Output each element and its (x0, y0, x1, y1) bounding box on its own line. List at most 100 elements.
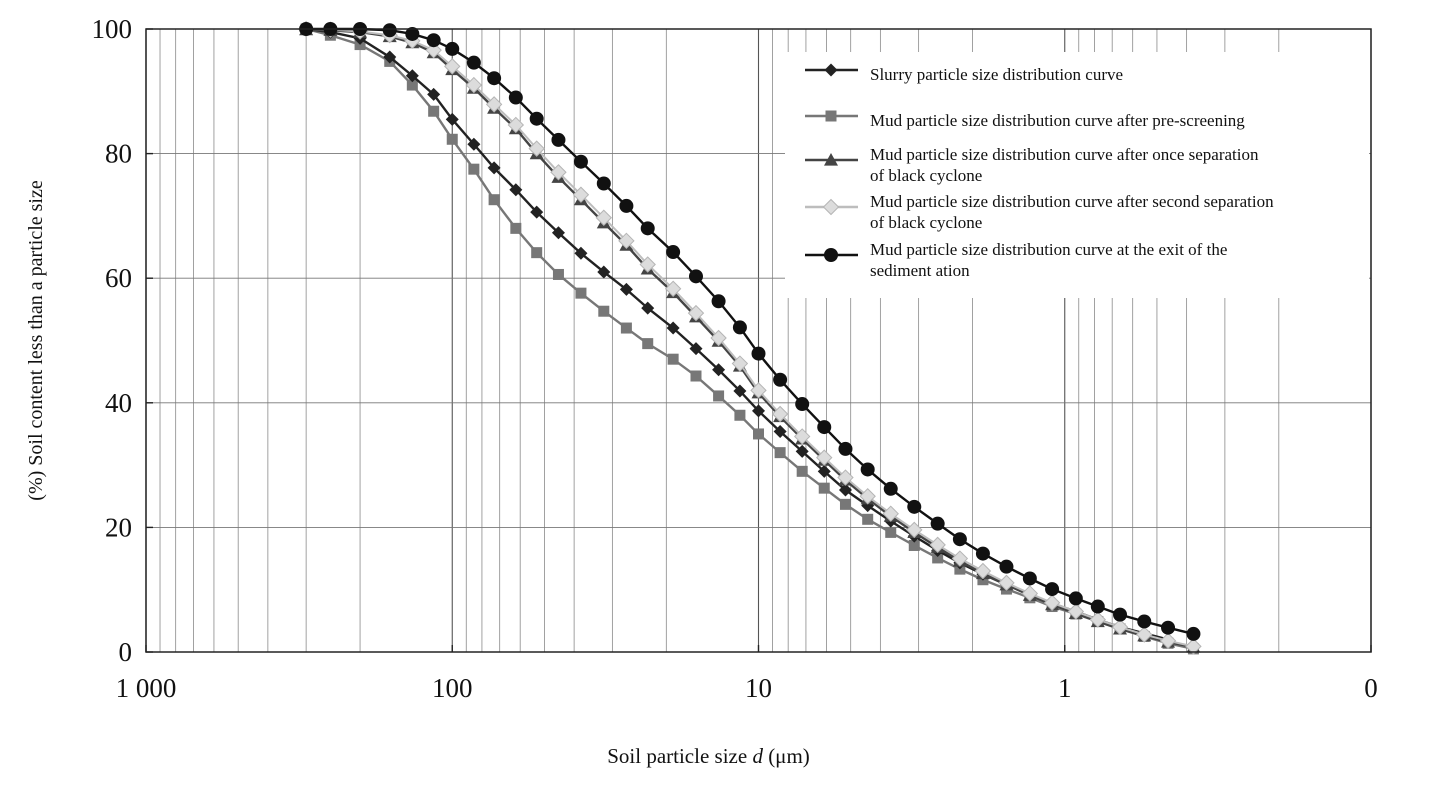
data-point (550, 164, 567, 181)
series-5 (299, 22, 1201, 641)
data-point (796, 465, 808, 477)
data-point (818, 482, 830, 494)
data-point (383, 50, 397, 64)
data-point (1186, 626, 1201, 641)
data-point (618, 232, 635, 250)
data-point (816, 449, 833, 466)
data-point (795, 444, 809, 458)
data-point (731, 355, 749, 372)
legend-label: Mud particle size distribution curve at … (870, 240, 1227, 280)
data-point (640, 221, 655, 236)
data-point (793, 428, 811, 445)
data-point (732, 320, 747, 335)
data-point (687, 304, 705, 322)
x-axis-label-suffix: (μm) (763, 744, 810, 768)
data-point (1067, 603, 1085, 620)
data-point (426, 33, 441, 48)
data-point (427, 87, 441, 101)
data-point (595, 209, 613, 226)
data-point (529, 111, 544, 126)
data-point (975, 546, 990, 561)
data-point (750, 382, 767, 399)
data-point (929, 536, 946, 554)
data-point (487, 71, 502, 86)
data-point (552, 268, 564, 280)
y-tick-label: 0 (119, 637, 133, 667)
data-point (488, 194, 500, 206)
legend-item-2: Mud particle size distribution curve aft… (805, 110, 1245, 130)
data-point (467, 137, 481, 151)
legend-label: Mud particle size distribution curve aft… (870, 111, 1245, 130)
data-point (575, 287, 587, 299)
data-point (1021, 585, 1039, 602)
data-point (883, 481, 898, 496)
data-point (1113, 607, 1128, 622)
data-point (795, 397, 810, 412)
data-point (771, 405, 789, 423)
data-point (773, 424, 787, 438)
data-point (509, 183, 523, 197)
data-point (551, 132, 566, 147)
data-point (932, 552, 944, 564)
data-point (1161, 620, 1176, 635)
x-tick-label: 1 (1058, 673, 1072, 703)
data-point (597, 265, 611, 279)
data-point (710, 329, 727, 347)
data-point (838, 483, 852, 497)
x-tick-label: 0 (1364, 673, 1378, 703)
legend-marker (824, 153, 838, 166)
legend: Slurry particle size distribution curve M… (785, 52, 1369, 298)
data-point (860, 462, 875, 477)
data-point (906, 521, 923, 539)
data-point (882, 505, 899, 522)
data-point (507, 116, 525, 134)
data-point (1068, 591, 1083, 606)
data-point (859, 488, 876, 505)
data-point (713, 390, 725, 402)
series-line (306, 27, 1194, 636)
legend-label: Slurry particle size distribution curve (870, 65, 1123, 84)
data-point (598, 305, 610, 317)
legend-marker (825, 110, 837, 122)
data-point (530, 205, 544, 219)
data-point (639, 256, 656, 273)
data-point (952, 532, 967, 547)
x-tick-label: 1 000 (116, 673, 177, 703)
data-point (485, 96, 503, 113)
data-point (466, 55, 481, 70)
data-point (1090, 599, 1105, 614)
legend-marker (824, 248, 838, 262)
series-4 (297, 20, 1202, 655)
data-point (641, 301, 655, 315)
data-point (574, 246, 588, 260)
data-point (711, 294, 726, 309)
data-point (425, 41, 442, 59)
data-point (572, 186, 590, 203)
data-point (1136, 626, 1153, 643)
legend-item-1: Slurry particle size distribution curve (805, 63, 1123, 84)
data-point (998, 574, 1015, 592)
data-point (752, 404, 765, 418)
data-point (838, 441, 853, 456)
data-point (1185, 638, 1202, 655)
data-point (734, 409, 746, 421)
data-point (1022, 571, 1037, 586)
data-point (817, 464, 831, 478)
y-tick-label: 60 (105, 263, 132, 293)
data-point (446, 133, 458, 145)
y-tick-label: 100 (92, 14, 133, 44)
data-point (667, 353, 679, 365)
data-point (1089, 611, 1107, 628)
data-point (862, 513, 874, 525)
data-point (666, 321, 680, 335)
data-point (405, 26, 420, 41)
data-point (753, 428, 764, 440)
y-tick-label: 40 (105, 388, 132, 418)
data-point (712, 363, 726, 377)
x-tick-label: 100 (432, 673, 473, 703)
legend-label: Mud particle size distribution curve aft… (870, 145, 1259, 185)
x-tick-label: 10 (745, 673, 772, 703)
legend-item-5: Mud particle size distribution curve at … (805, 240, 1227, 280)
data-point (839, 498, 851, 510)
y-tick-label: 20 (105, 512, 132, 542)
